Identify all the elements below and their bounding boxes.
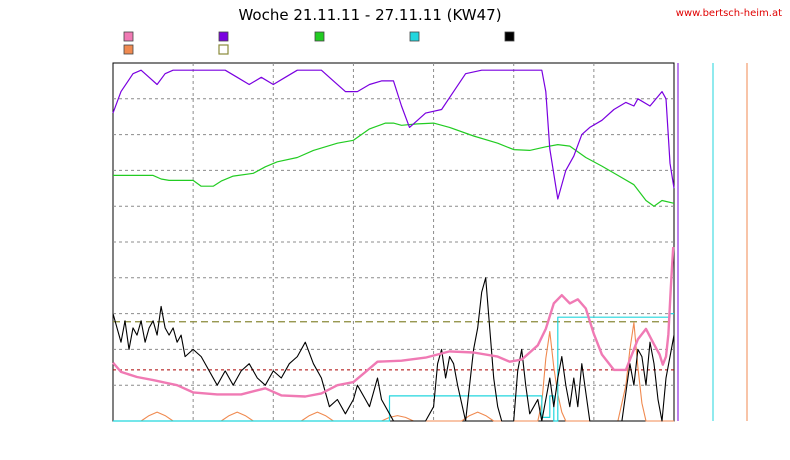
site-link[interactable]: www.bertsch-heim.at [676,8,782,19]
legend-swatch [123,31,134,42]
series-line-feuchte [112,69,675,200]
legend-swatch [123,44,134,55]
series-line-wind [112,277,675,422]
legend-swatch [218,31,229,42]
axis-ticks [677,63,748,421]
series-line-temp [112,247,675,398]
legend [123,31,515,55]
series-line-druck [113,122,675,207]
chart-title: Woche 21.11.11 - 27.11.11 (KW47) [238,6,501,24]
legend-swatch [409,31,420,42]
grid-lines [113,63,674,421]
legend-swatch [218,44,229,55]
legend-swatch [504,31,515,42]
series-line-hell [113,322,674,422]
series-group [112,69,675,422]
legend-swatch [314,31,325,42]
